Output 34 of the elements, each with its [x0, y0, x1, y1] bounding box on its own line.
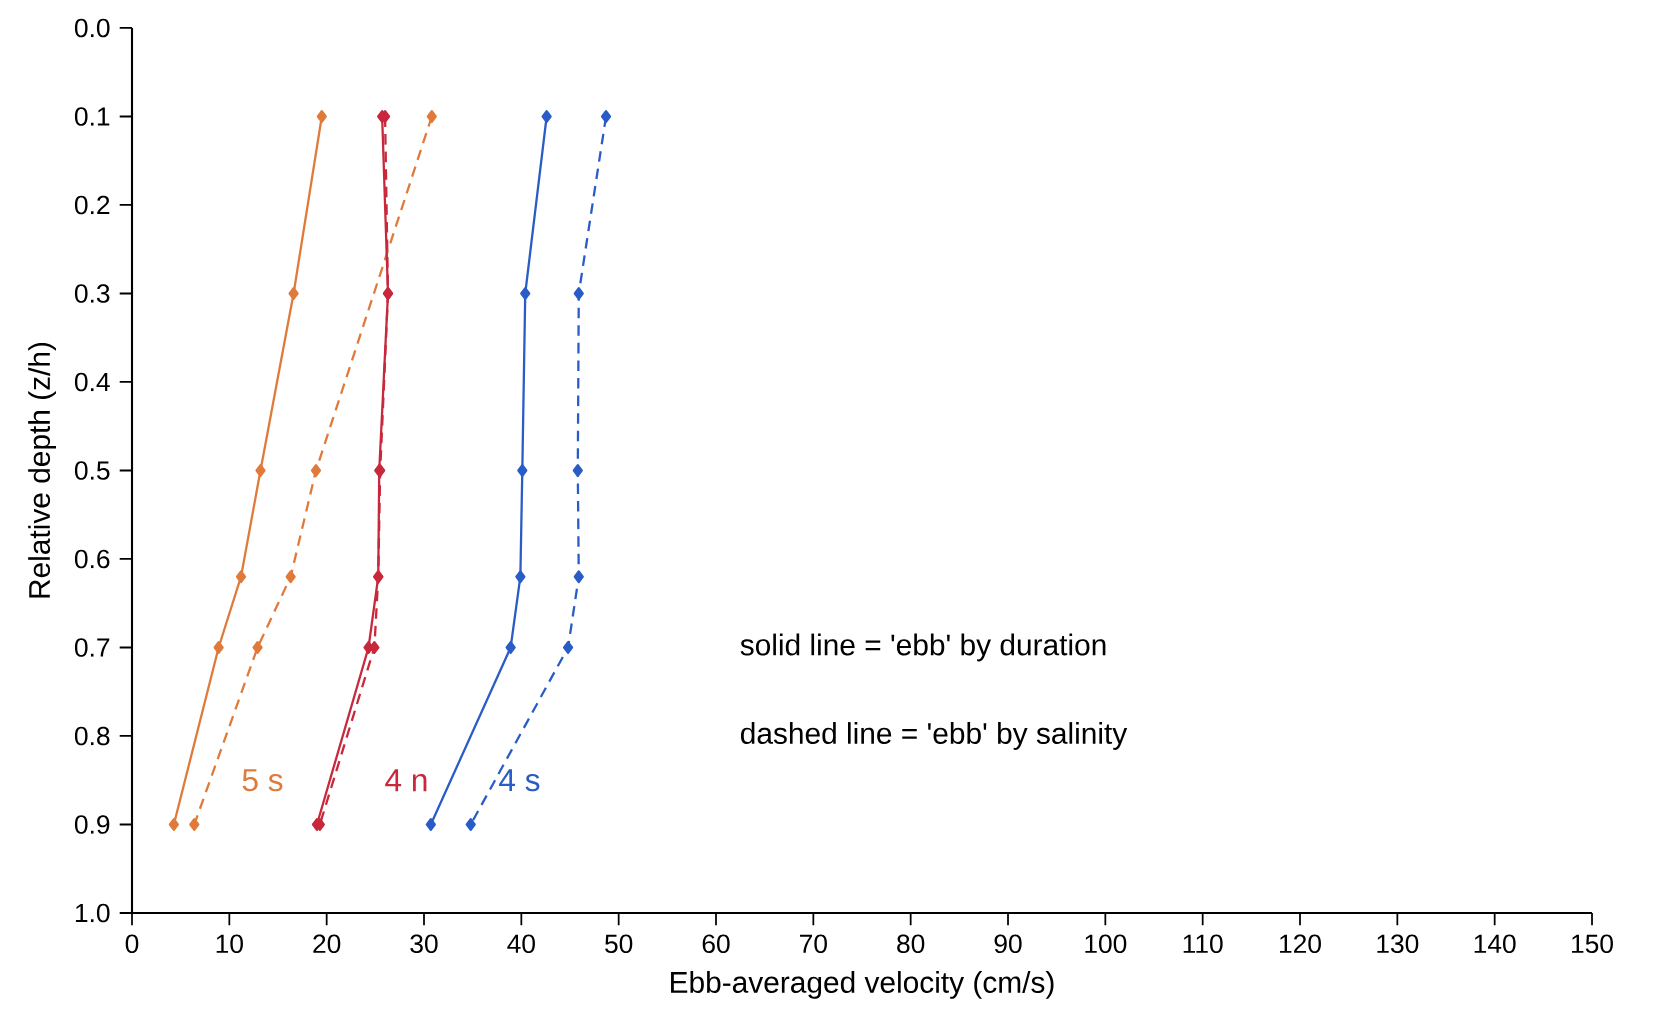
x-tick-label: 100 [1085, 934, 1127, 954]
y-tick-label: 1.0 [75, 903, 110, 923]
x-tick-label: 90 [994, 934, 1022, 954]
x-tick-label: 140 [1474, 934, 1516, 954]
y-tick-label: 0.3 [74, 284, 110, 303]
y-tick-label: 0.7 [74, 638, 110, 657]
series-label: 4 n [385, 769, 427, 792]
x-tick-label: 110 [1183, 934, 1223, 954]
annotation: dashed line = 'ebb' by salinity [741, 722, 1128, 750]
x-tick-label: 50 [605, 934, 633, 954]
y-tick-label: 0.5 [74, 461, 110, 480]
y-tick-label: 0.4 [74, 372, 110, 392]
x-tick-label: 40 [507, 934, 535, 954]
series-label: 4 s [499, 769, 540, 792]
x-tick-label: 70 [800, 934, 827, 954]
series-label: 5 s [242, 769, 283, 792]
y-tick-label: 0.6 [74, 549, 110, 569]
y-axis-title: Relative depth (z/h) [28, 342, 56, 598]
x-tick-label: 0 [125, 934, 139, 954]
x-tick-label: 130 [1377, 934, 1419, 954]
x-tick-label: 30 [410, 934, 438, 954]
y-tick-label: 0.9 [74, 815, 110, 834]
y-tick-label: 0.8 [74, 726, 110, 746]
x-tick-label: 20 [313, 934, 341, 954]
x-tick-label: 60 [702, 934, 730, 954]
y-tick-label: 0.1 [74, 107, 110, 126]
x-axis-title: Ebb-averaged velocity (cm/s) [671, 971, 1054, 999]
x-tick-label: 150 [1572, 934, 1613, 954]
annotation: solid line = 'ebb' by duration [740, 633, 1106, 662]
y-tick-label: 0.0 [74, 18, 110, 38]
x-tick-label: 80 [897, 934, 925, 954]
y-tick-label: 0.2 [74, 195, 110, 215]
x-tick-label: 10 [216, 934, 243, 954]
x-tick-label: 120 [1280, 934, 1321, 954]
